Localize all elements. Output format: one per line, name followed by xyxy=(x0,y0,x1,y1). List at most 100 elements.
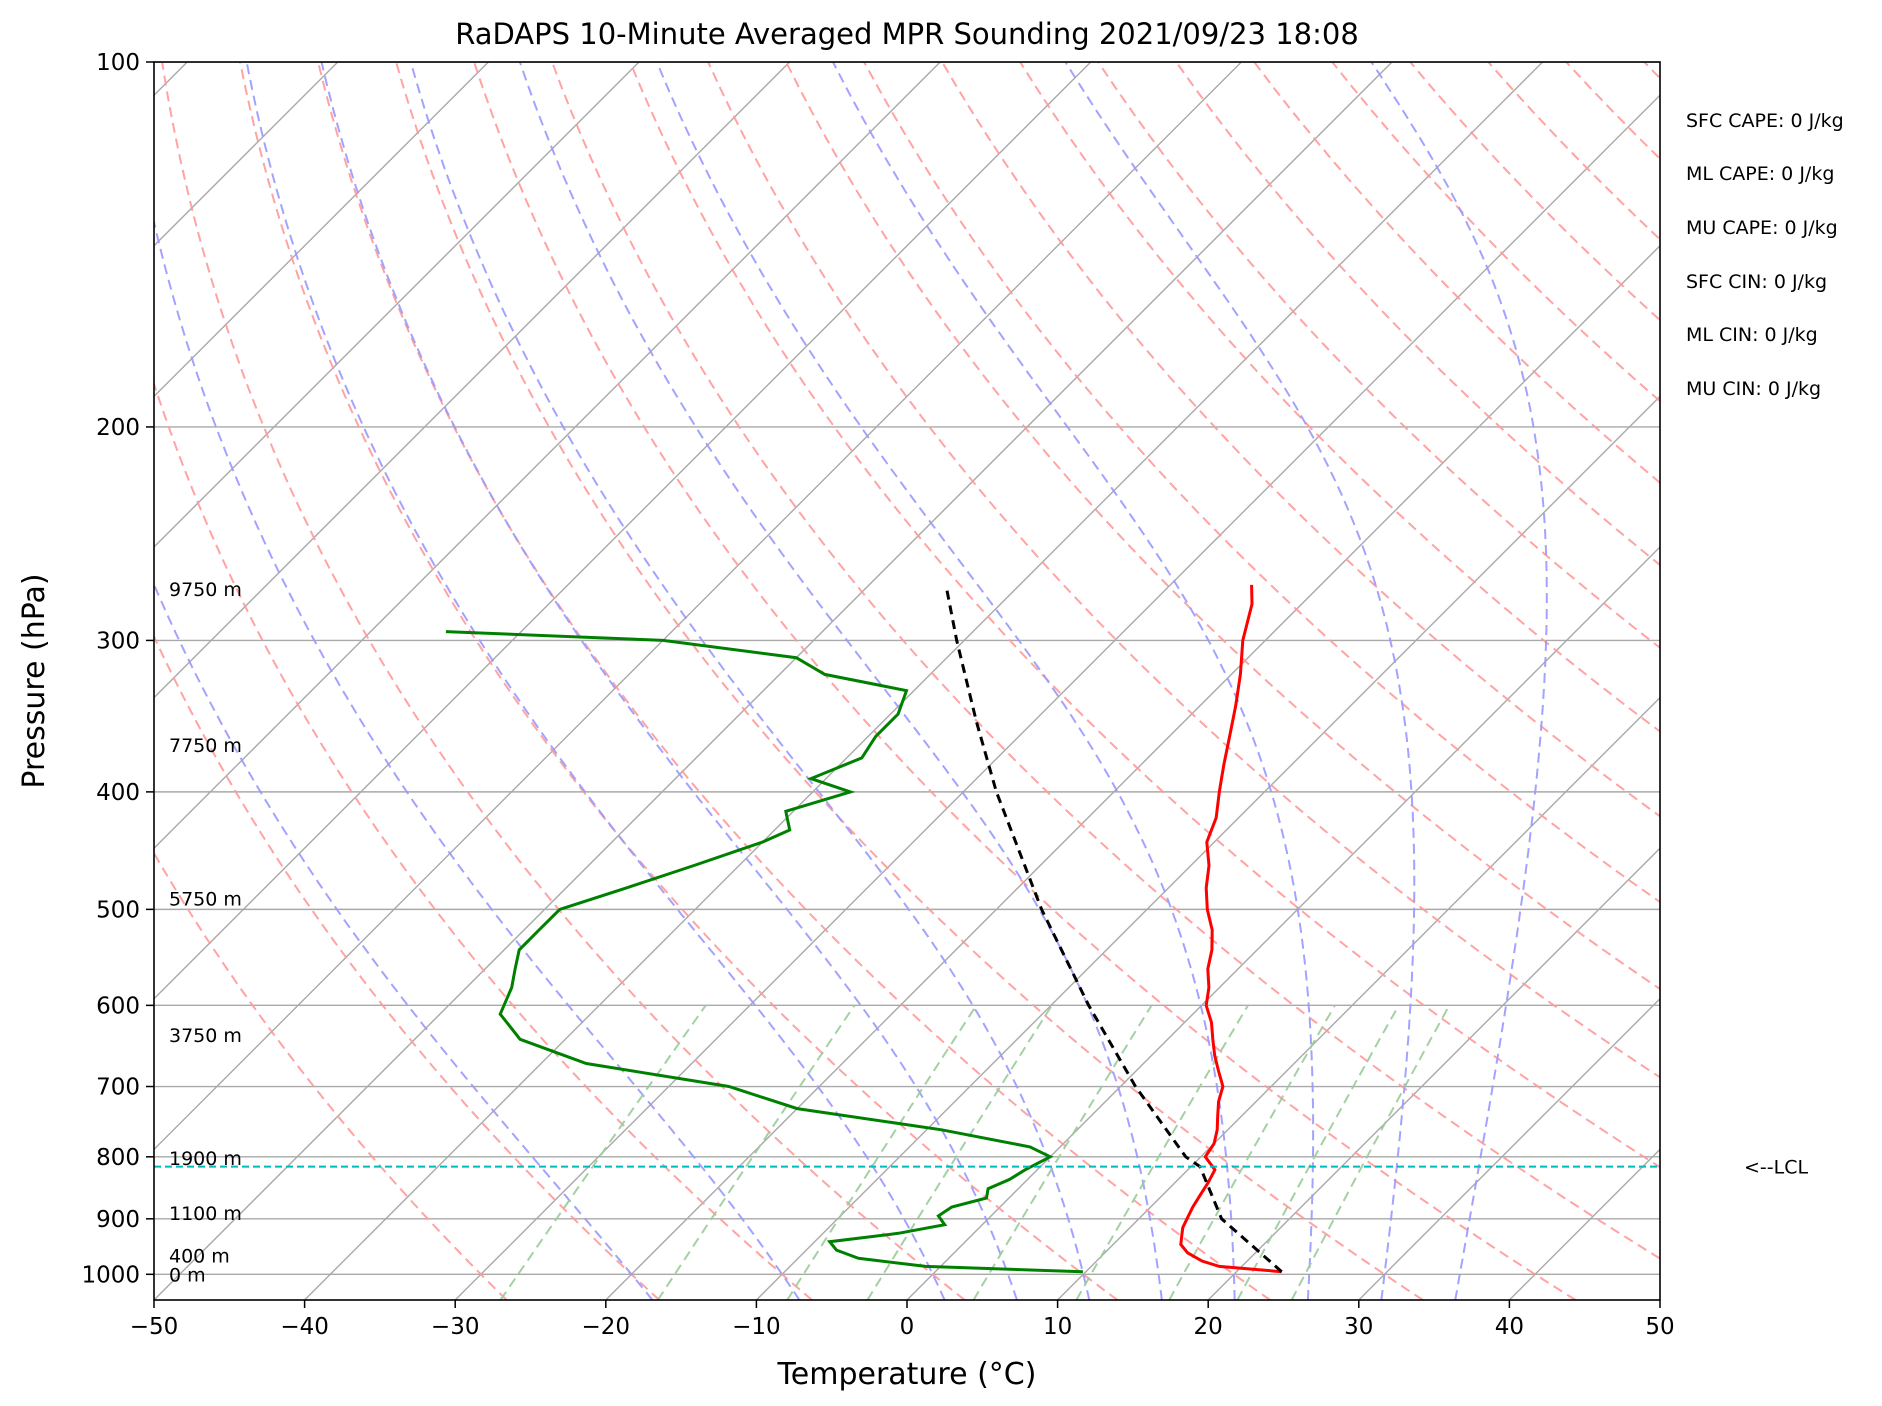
x-tick-label: −20 xyxy=(582,1314,631,1340)
x-tick-label: −10 xyxy=(732,1314,781,1340)
height-label: 3750 m xyxy=(169,1025,242,1047)
moist-adiabat-line xyxy=(320,62,1018,1300)
isotherm-line xyxy=(154,62,489,398)
dry-adiabat-line xyxy=(1565,62,1660,161)
dry-adiabat-line xyxy=(785,62,1660,991)
dry-adiabat-line xyxy=(154,634,660,1300)
isotherm-line xyxy=(154,62,941,850)
dry-adiabat-line xyxy=(1175,62,1660,567)
dry-adiabat-line xyxy=(154,380,813,1300)
dry-adiabat-line xyxy=(1253,62,1660,485)
moist-adiabat-line xyxy=(154,217,801,1300)
x-tick-label: 20 xyxy=(1194,1314,1223,1340)
mixing-ratio-line xyxy=(656,1004,856,1300)
x-tick-label: 10 xyxy=(1043,1314,1072,1340)
background-lines xyxy=(154,62,1882,1300)
dry-adiabat-line xyxy=(551,62,1660,1260)
isotherm-line xyxy=(755,395,1660,1300)
y-tick-label: 400 xyxy=(96,780,140,806)
isotherm-line xyxy=(154,62,1092,1000)
isotherm-line xyxy=(1057,696,1660,1300)
x-axis: −50 −40 −30 −20 −10 0 10 20 30 40 50 xyxy=(130,1300,1675,1340)
x-tick-label: 30 xyxy=(1344,1314,1373,1340)
dry-adiabat-line xyxy=(154,851,508,1300)
y-tick-label: 100 xyxy=(96,50,140,76)
y-tick-label: 900 xyxy=(96,1207,140,1233)
plot-frame xyxy=(153,61,1661,1301)
height-label: 0 m xyxy=(169,1264,206,1286)
stat-sfc-cin: SFC CIN: 0 J/kg xyxy=(1686,271,1828,293)
series-layer xyxy=(445,584,1283,1274)
y-axis: 1000 900 800 700 600 500 400 300 200 100 xyxy=(81,50,154,1288)
dry-adiabat-line xyxy=(395,62,1424,1300)
series-line-2 xyxy=(944,584,1283,1273)
x-axis-label: Temperature (°C) xyxy=(777,1357,1037,1392)
moist-adiabat-line xyxy=(1370,62,1548,1300)
x-tick-label: 40 xyxy=(1495,1314,1524,1340)
lcl-label: <--LCL xyxy=(1744,1157,1808,1179)
stat-mu-cin: MU CIN: 0 J/kg xyxy=(1686,378,1822,400)
height-label: 9750 m xyxy=(169,579,242,601)
dry-adiabat-line xyxy=(161,62,966,1300)
mixing-ratio-line xyxy=(866,1004,1053,1300)
mixing-ratio-line xyxy=(1075,1004,1249,1300)
dry-adiabat-line xyxy=(707,62,1660,1079)
isotherm-line xyxy=(1358,997,1660,1300)
dry-adiabat-line xyxy=(1487,62,1660,241)
stat-ml-cape: ML CAPE: 0 J/kg xyxy=(1686,163,1835,185)
dry-adiabat-line xyxy=(863,62,1660,904)
dry-adiabat-line xyxy=(1409,62,1660,322)
x-tick-label: −30 xyxy=(431,1314,480,1340)
moist-adiabat-line xyxy=(518,62,1163,1300)
y-tick-label: 200 xyxy=(96,415,140,441)
isotherm-line xyxy=(154,62,1242,1151)
isotherm-line xyxy=(154,62,791,699)
mixing-ratio-line xyxy=(1236,1004,1400,1300)
isotherm-line xyxy=(605,244,1660,1300)
x-tick-label: −40 xyxy=(280,1314,329,1340)
dry-adiabat-line xyxy=(239,62,1119,1300)
x-tick-label: 50 xyxy=(1645,1314,1674,1340)
dry-adiabat-line xyxy=(473,62,1577,1300)
y-tick-label: 600 xyxy=(96,993,140,1019)
dry-adiabat-line xyxy=(1331,62,1660,403)
isotherm-line xyxy=(906,546,1660,1300)
series-line-1 xyxy=(445,630,1083,1274)
dry-adiabat-line xyxy=(629,62,1660,1169)
x-tick-label: 0 xyxy=(900,1314,915,1340)
isotherm-line xyxy=(154,62,640,548)
y-tick-label: 800 xyxy=(96,1145,140,1171)
y-tick-label: 500 xyxy=(96,897,140,923)
chart-title: RaDAPS 10-Minute Averaged MPR Sounding 2… xyxy=(455,17,1359,51)
height-label: 1900 m xyxy=(169,1148,242,1170)
height-label: 5750 m xyxy=(169,889,242,911)
dry-adiabat-line xyxy=(317,62,1271,1300)
dry-adiabat-line xyxy=(1722,62,1882,1300)
height-label: 400 m xyxy=(169,1246,230,1268)
isotherm-line xyxy=(1207,847,1660,1300)
isotherm-line xyxy=(154,62,1393,1300)
moist-adiabat-line xyxy=(1064,62,1416,1300)
mixing-ratio-line xyxy=(499,1004,707,1300)
mixing-ratio-line xyxy=(1168,1004,1336,1300)
series-line-0 xyxy=(1179,584,1282,1274)
x-tick-label: −50 xyxy=(130,1314,179,1340)
y-axis-label: Pressure (hPa) xyxy=(17,573,52,788)
height-label: 1100 m xyxy=(169,1203,242,1225)
isotherm-line xyxy=(1811,62,1882,1300)
height-label: 7750 m xyxy=(169,735,242,757)
moist-adiabat-line xyxy=(832,62,1315,1300)
stat-mu-cape: MU CAPE: 0 J/kg xyxy=(1686,217,1838,239)
y-tick-label: 1000 xyxy=(81,1262,140,1288)
mixing-ratio-line xyxy=(972,1004,1153,1300)
dry-adiabat-line xyxy=(1097,62,1660,650)
y-tick-label: 700 xyxy=(96,1075,140,1101)
stat-sfc-cape: SFC CAPE: 0 J/kg xyxy=(1686,110,1844,132)
moist-adiabat-line xyxy=(409,62,1091,1300)
isotherm-line xyxy=(454,94,1660,1300)
mixing-ratio-line xyxy=(1290,1004,1451,1300)
y-tick-label: 300 xyxy=(96,628,140,654)
dry-adiabat-line xyxy=(1643,62,1660,80)
